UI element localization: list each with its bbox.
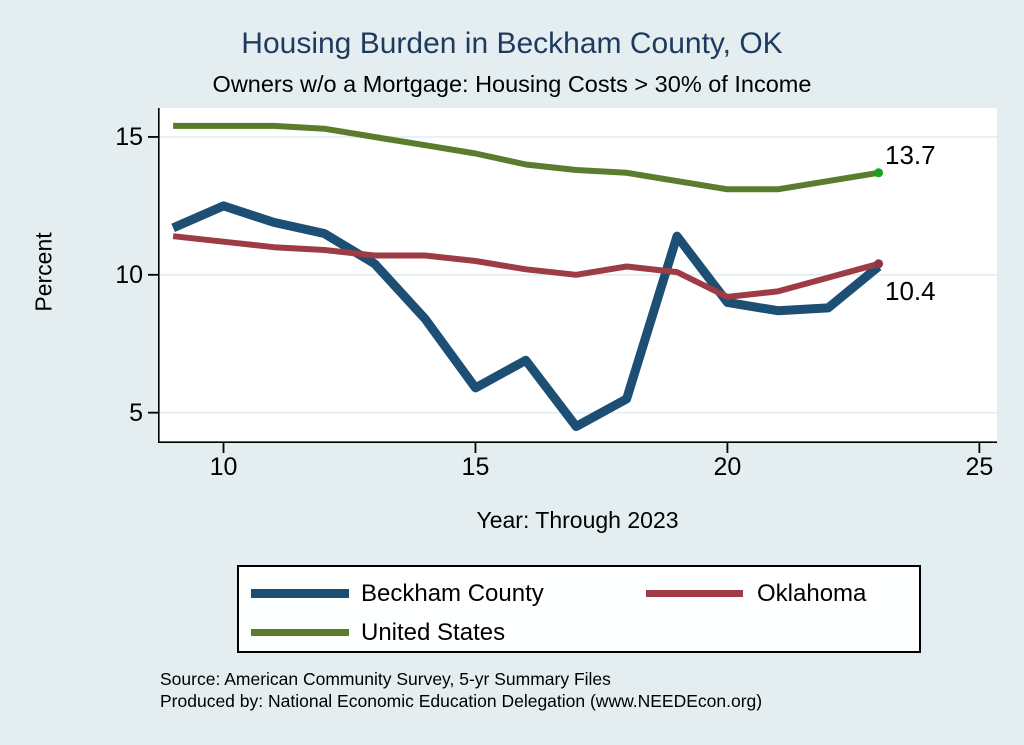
chart-title: Housing Burden in Beckham County, OK	[241, 27, 783, 60]
line-chart	[148, 108, 997, 453]
x-tick-label: 15	[461, 453, 490, 481]
x-tick-label: 20	[713, 453, 742, 481]
produced-by-line: Produced by: National Economic Education…	[160, 691, 763, 711]
legend-label-oklahoma: Oklahoma	[757, 580, 867, 607]
legend-swatch-united-states	[251, 629, 349, 636]
y-axis-title: Percent	[30, 232, 57, 312]
legend-swatch-oklahoma	[646, 590, 743, 597]
y-tick-label: 10	[115, 260, 143, 289]
series-line-beckham-county	[171, 201, 882, 431]
legend-label-united-states: United States	[361, 619, 506, 646]
x-tick-label: 10	[209, 453, 238, 481]
end-value-label: 10.4	[885, 275, 936, 306]
y-tick-label: 15	[115, 122, 143, 151]
legend-swatch-beckham-county	[251, 589, 349, 598]
series-line-united-states	[173, 122, 880, 193]
x-axis-title: Year: Through 2023	[476, 507, 679, 533]
y-tick-label: 5	[129, 398, 143, 427]
end-marker-dot	[874, 168, 884, 178]
legend-label-beckham-county: Beckham County	[361, 580, 544, 607]
end-marker-dot	[874, 259, 884, 269]
end-value-label: 13.7	[885, 139, 936, 170]
source-note: Source: American Community Survey, 5-yr …	[160, 668, 762, 712]
legend: Beckham County Oklahoma United States	[237, 565, 921, 653]
chart-subtitle: Owners w/o a Mortgage: Housing Costs > 3…	[212, 71, 812, 97]
series-line-oklahoma	[172, 233, 880, 300]
x-tick-label: 25	[965, 453, 994, 481]
source-line: Source: American Community Survey, 5-yr …	[160, 669, 611, 689]
